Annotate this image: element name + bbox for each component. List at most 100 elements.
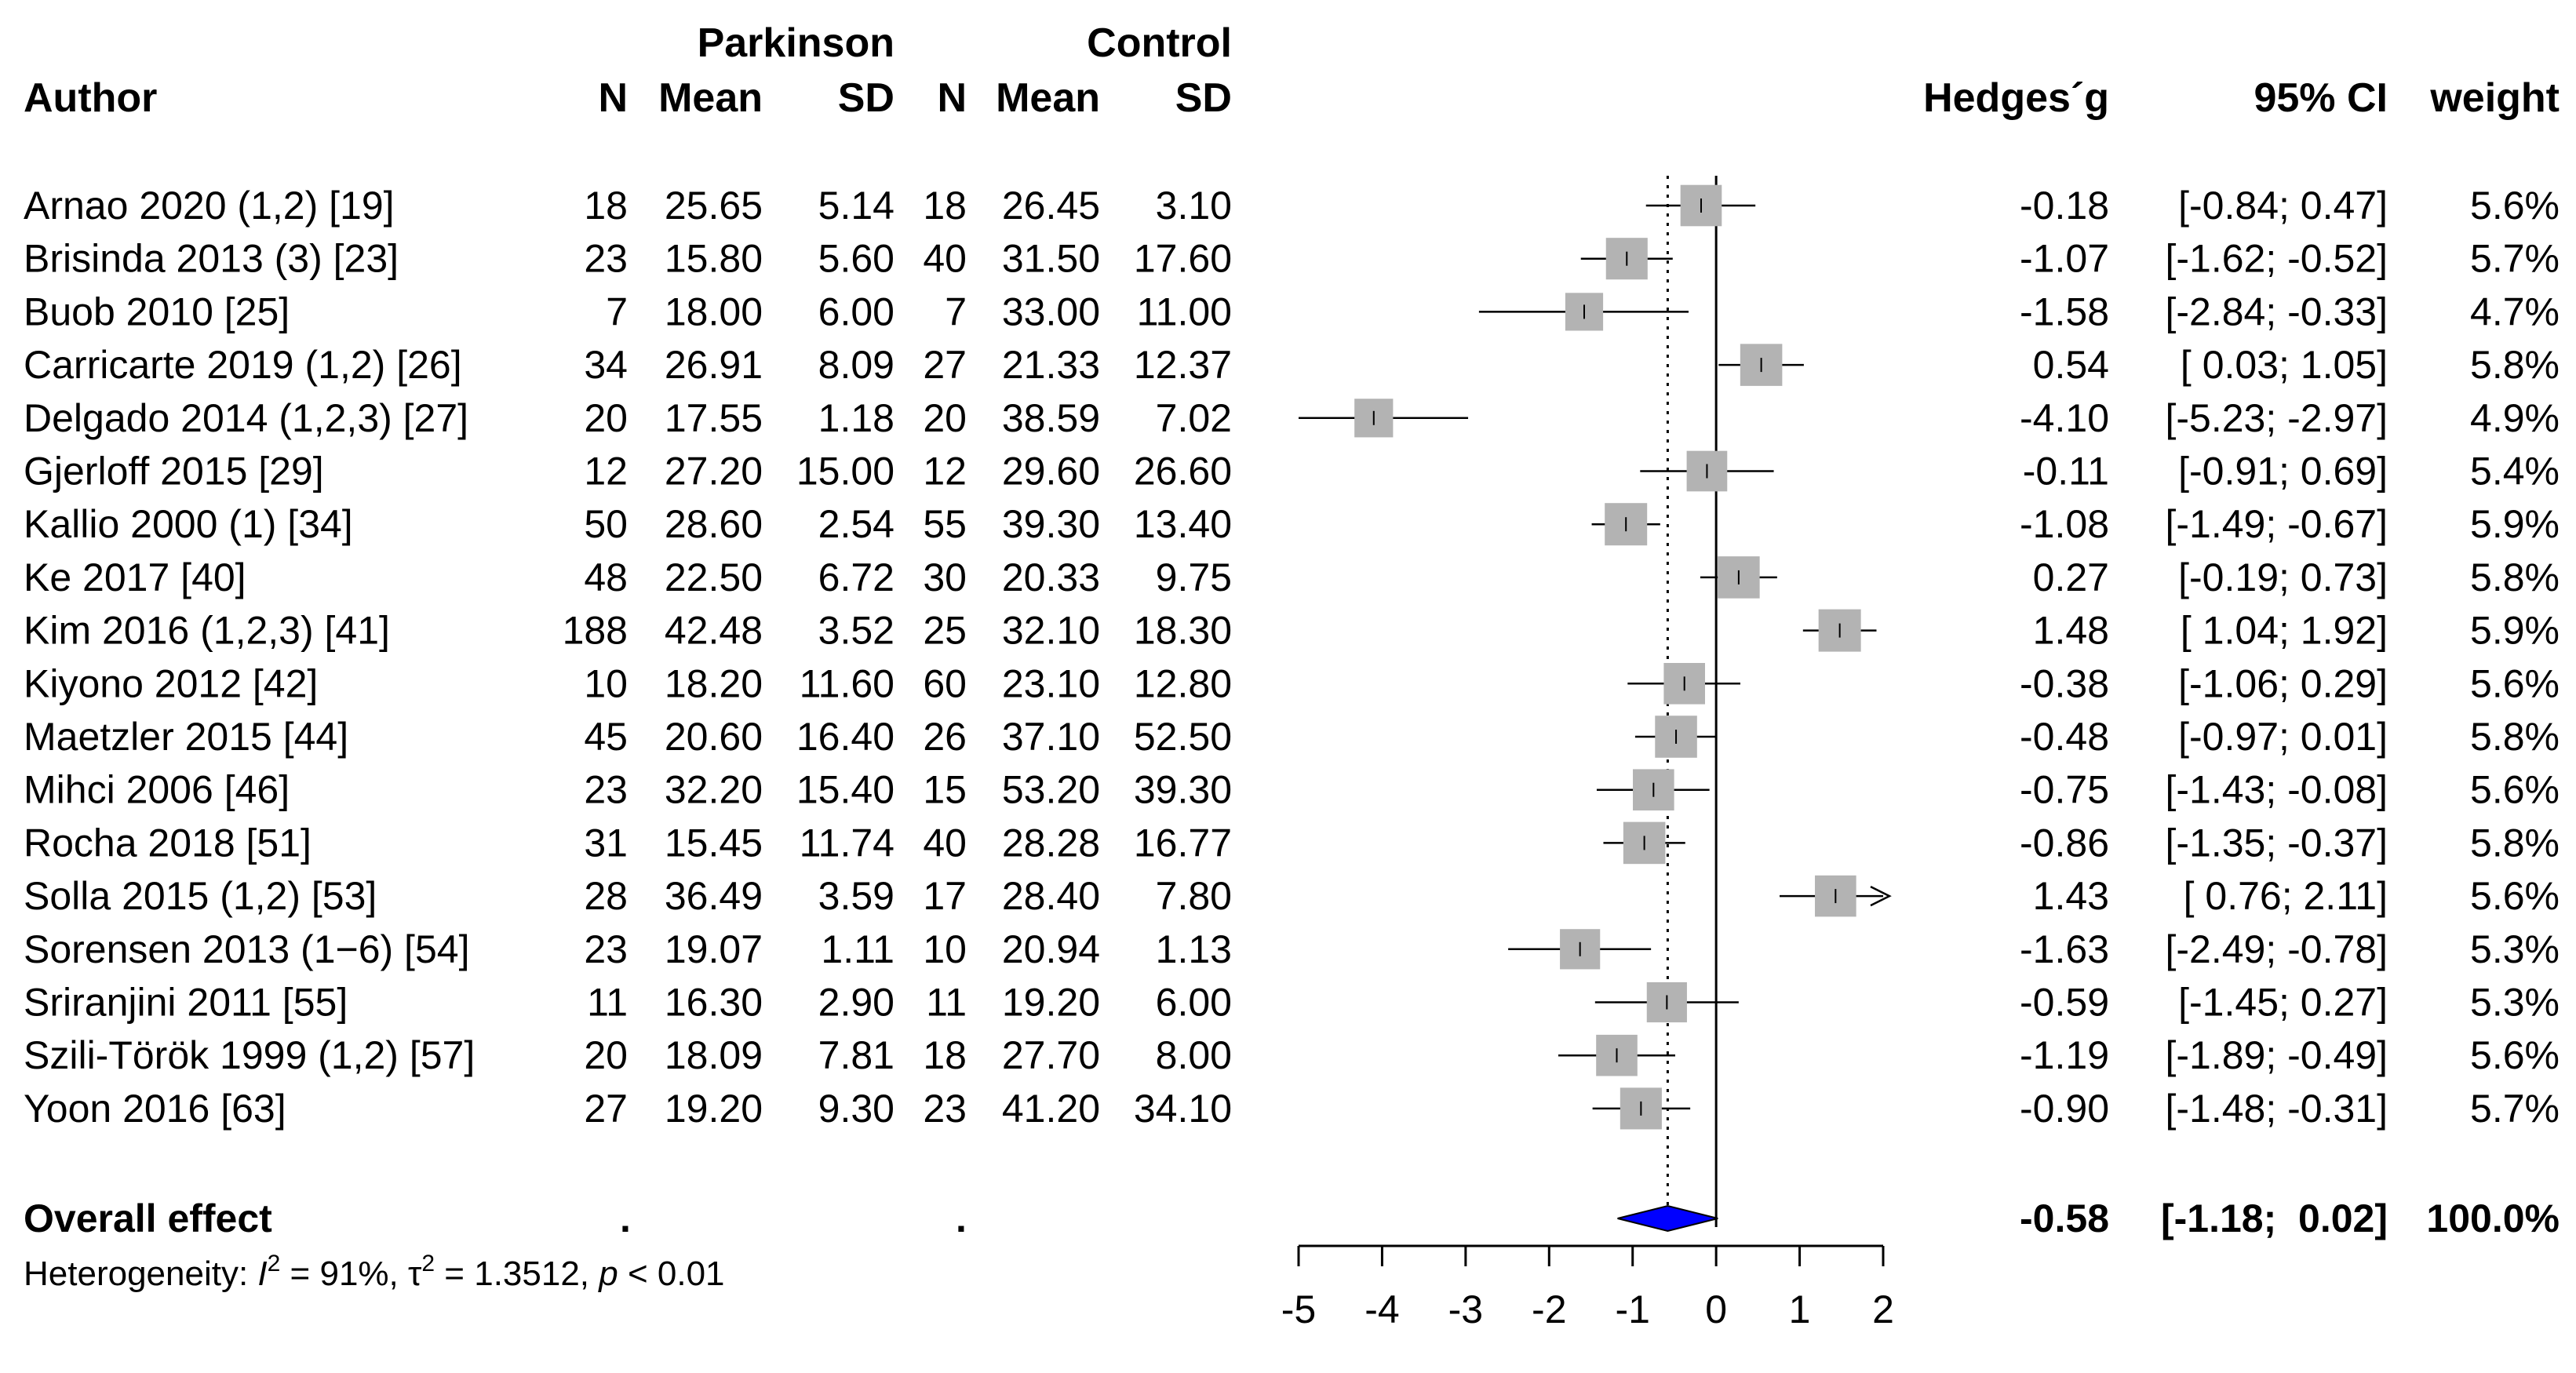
overall-control-dot: .: [956, 1196, 967, 1240]
p-symbol: p: [597, 1255, 618, 1293]
header-parkinson-n: N: [598, 75, 628, 121]
ci-value: [-2.49; -0.78]: [2166, 927, 2388, 971]
study-author: Brisinda 2013 (3) [23]: [24, 237, 399, 281]
ci-value: [-2.84; -0.33]: [2166, 290, 2388, 333]
control-n: 17: [923, 874, 967, 918]
control-n: 30: [923, 555, 967, 599]
header-hedges: Hedges´g: [1923, 75, 2109, 121]
control-mean: 41.20: [1002, 1087, 1100, 1131]
i2-value: = 91%,: [280, 1255, 408, 1293]
hedges-g-value: -4.10: [2020, 396, 2109, 440]
parkinson-mean: 15.80: [665, 237, 763, 281]
weight-value: 5.8%: [2470, 821, 2560, 865]
parkinson-n: 12: [584, 450, 628, 493]
study-rows: Arnao 2020 (1,2) [19] 18 25.65 5.14 18 26.45 3…: [24, 184, 2560, 1131]
ci-value: [ 0.76; 2.11]: [2184, 874, 2388, 918]
overall-label: Overall effect: [24, 1196, 272, 1240]
study-author: Gjerloff 2015 [29]: [24, 450, 324, 493]
control-mean: 28.28: [1002, 821, 1100, 865]
control-sd: 26.60: [1134, 450, 1232, 493]
hedges-g-value: 0.54: [2033, 343, 2109, 387]
parkinson-n: 10: [584, 661, 628, 705]
parkinson-n: 50: [584, 502, 628, 546]
control-mean: 28.40: [1002, 874, 1100, 918]
study-row: Brisinda 2013 (3) [23] 23 15.80 5.60 40 31.50…: [24, 237, 2560, 281]
parkinson-sd: 5.14: [818, 184, 894, 228]
study-row: Carricarte 2019 (1,2) [26] 34 26.91 8.09 27 2…: [24, 343, 2560, 387]
study-author: Kallio 2000 (1) [34]: [24, 502, 353, 546]
i2-symbol: I: [257, 1255, 267, 1293]
weight-value: 5.6%: [2470, 184, 2560, 228]
control-mean: 29.60: [1002, 450, 1100, 493]
parkinson-sd: 9.30: [818, 1087, 894, 1131]
study-row: Szili-Török 1999 (1,2) [57] 20 18.09 7.81 18…: [24, 1033, 2560, 1077]
weight-value: 5.9%: [2470, 609, 2560, 653]
parkinson-sd: 3.52: [818, 609, 894, 653]
study-row: Delgado 2014 (1,2,3) [27] 20 17.55 1.18 20 38…: [24, 396, 2560, 440]
study-author: Szili-Török 1999 (1,2) [57]: [24, 1033, 475, 1077]
study-row: Gjerloff 2015 [29] 12 27.20 15.00 12 29.60 26.…: [24, 450, 2560, 493]
parkinson-sd: 11.60: [800, 661, 894, 705]
header-control-n: N: [937, 75, 967, 121]
study-row: Arnao 2020 (1,2) [19] 18 25.65 5.14 18 26.45 3…: [24, 184, 2560, 228]
parkinson-sd: 3.59: [818, 874, 894, 918]
control-mean: 20.33: [1002, 555, 1100, 599]
parkinson-mean: 15.45: [665, 821, 763, 865]
control-sd: 11.00: [1137, 290, 1232, 333]
header-parkinson-sd: SD: [838, 75, 894, 121]
parkinson-mean: 18.09: [665, 1033, 763, 1077]
parkinson-n: 188: [563, 609, 628, 653]
x-axis-tick-label: -2: [1532, 1287, 1566, 1331]
x-axis-tick-label: -4: [1365, 1287, 1399, 1331]
ci-arrow: [1870, 885, 1892, 907]
parkinson-mean: 19.20: [665, 1087, 763, 1131]
study-author: Ke 2017 [40]: [24, 555, 246, 599]
control-n: 20: [923, 396, 967, 440]
control-n: 25: [923, 609, 967, 653]
parkinson-sd: 16.40: [796, 715, 894, 759]
parkinson-n: 18: [584, 184, 628, 228]
hedges-g-value: -0.11: [2023, 450, 2109, 493]
study-row: Sorensen 2013 (1−6) [54] 23 19.07 1.11 10 20.…: [24, 927, 2560, 971]
header-author: Author: [24, 75, 157, 121]
weight-value: 5.7%: [2470, 237, 2560, 281]
parkinson-mean: 28.60: [665, 502, 763, 546]
study-row: Buob 2010 [25] 7 18.00 6.00 7 33.00 11.00 -1.58…: [24, 290, 2560, 333]
parkinson-mean: 36.49: [665, 874, 763, 918]
study-row: Sriranjini 2011 [55] 11 16.30 2.90 11 19.20 6.…: [24, 981, 2560, 1025]
control-sd: 7.02: [1156, 396, 1232, 440]
control-mean: 21.33: [1002, 343, 1100, 387]
parkinson-sd: 15.40: [796, 768, 894, 812]
tau2-value: = 1.3512,: [435, 1255, 599, 1293]
plot-area: -5 -4 -3 -2 -1 0 1 2: [1281, 176, 1894, 1331]
control-mean: 20.94: [1002, 927, 1100, 971]
parkinson-n: 23: [584, 768, 628, 812]
weight-value: 5.4%: [2470, 450, 2560, 493]
study-row: Maetzler 2015 [44] 45 20.60 16.40 26 37.10 52.…: [24, 715, 2560, 759]
study-author: Sriranjini 2011 [55]: [24, 981, 348, 1025]
header-control-mean: Mean: [996, 75, 1100, 121]
header-group-control: Control: [1087, 20, 1232, 66]
parkinson-mean: 22.50: [665, 555, 763, 599]
hedges-g-value: -1.19: [2020, 1033, 2109, 1077]
x-axis-tick-label: 1: [1789, 1287, 1811, 1331]
control-n: 40: [923, 821, 967, 865]
hedges-g-value: -0.18: [2020, 184, 2109, 228]
control-mean: 27.70: [1002, 1033, 1100, 1077]
x-axis-tick-label: -5: [1281, 1287, 1316, 1331]
parkinson-n: 20: [584, 396, 628, 440]
control-mean: 32.10: [1002, 609, 1100, 653]
weight-value: 5.8%: [2470, 555, 2560, 599]
parkinson-mean: 16.30: [665, 981, 763, 1025]
ci-value: [-0.97; 0.01]: [2178, 715, 2388, 759]
control-mean: 19.20: [1002, 981, 1100, 1025]
parkinson-sd: 5.60: [818, 237, 894, 281]
control-mean: 33.00: [1002, 290, 1100, 333]
x-axis-tick-label: -3: [1448, 1287, 1483, 1331]
study-author: Carricarte 2019 (1,2) [26]: [24, 343, 462, 387]
hedges-g-value: -0.90: [2020, 1087, 2109, 1131]
control-n: 55: [923, 502, 967, 546]
control-mean: 23.10: [1002, 661, 1100, 705]
parkinson-sd: 1.18: [818, 396, 894, 440]
